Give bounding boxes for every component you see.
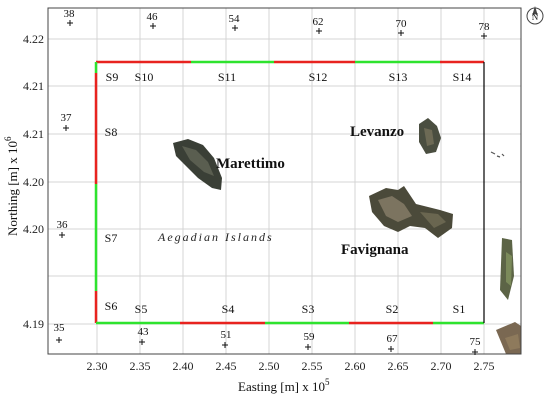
x-tick-label: 2.45: [216, 359, 237, 373]
y-tick-label: 4.20: [23, 222, 44, 236]
y-tick-label: 4.21: [23, 79, 44, 93]
segment-label: S6: [105, 299, 118, 313]
north-arrow-icon: N: [527, 6, 543, 24]
island-levanzo-label: Levanzo: [350, 124, 404, 140]
x-tick-label: 2.40: [173, 359, 194, 373]
segment-label: S14: [453, 70, 472, 84]
island-favignana-label: Favignana: [341, 242, 409, 258]
segment-label: S7: [105, 231, 118, 245]
station-label: 75: [470, 336, 482, 348]
station-label: 46: [147, 11, 159, 23]
y-axis-title: Northing [m] x 106: [3, 136, 20, 236]
station-label: 36: [57, 219, 69, 231]
x-tick-label: 2.65: [388, 359, 409, 373]
station-label: 78: [479, 21, 491, 33]
segment-label: S4: [222, 302, 235, 316]
station-label: 54: [229, 13, 241, 25]
segment-label: S5: [135, 302, 148, 316]
segment-label: S11: [218, 70, 236, 84]
segment-label: S2: [386, 302, 399, 316]
y-tick-label: 4.19: [23, 317, 44, 331]
plot-area: [48, 8, 521, 354]
y-tick-label: 4.22: [23, 32, 44, 46]
station-label: 35: [54, 322, 66, 334]
region-label: Aegadian Islands: [157, 230, 274, 244]
x-tick-label: 2.55: [302, 359, 323, 373]
station-label: 67: [387, 333, 399, 345]
station-label: 70: [396, 18, 408, 30]
x-tick-label: 2.70: [431, 359, 452, 373]
segment-label: S9: [106, 70, 119, 84]
x-tick-label: 2.50: [259, 359, 280, 373]
segment-label: S13: [389, 70, 408, 84]
station-label: 62: [313, 16, 324, 28]
y-tick-label: 4.21: [23, 127, 44, 141]
x-tick-label: 2.75: [474, 359, 495, 373]
compass-letter: N: [532, 12, 539, 22]
station-label: 37: [61, 112, 73, 124]
segment-label: S8: [105, 125, 118, 139]
segment-label: S1: [453, 302, 466, 316]
station-label: 59: [304, 331, 316, 343]
segment-label: S3: [302, 302, 315, 316]
island-marettimo-label: Marettimo: [216, 156, 285, 172]
y-tick-label: 4.20: [23, 175, 44, 189]
station-label: 43: [138, 326, 150, 338]
station-label: 38: [64, 8, 76, 20]
x-axis-title: Easting [m] x 105: [238, 377, 330, 394]
segment-label: S12: [309, 70, 328, 84]
station-label: 51: [221, 329, 232, 341]
x-tick-label: 2.60: [345, 359, 366, 373]
x-tick-label: 2.35: [130, 359, 151, 373]
x-tick-label: 2.30: [87, 359, 108, 373]
segment-label: S10: [135, 70, 154, 84]
